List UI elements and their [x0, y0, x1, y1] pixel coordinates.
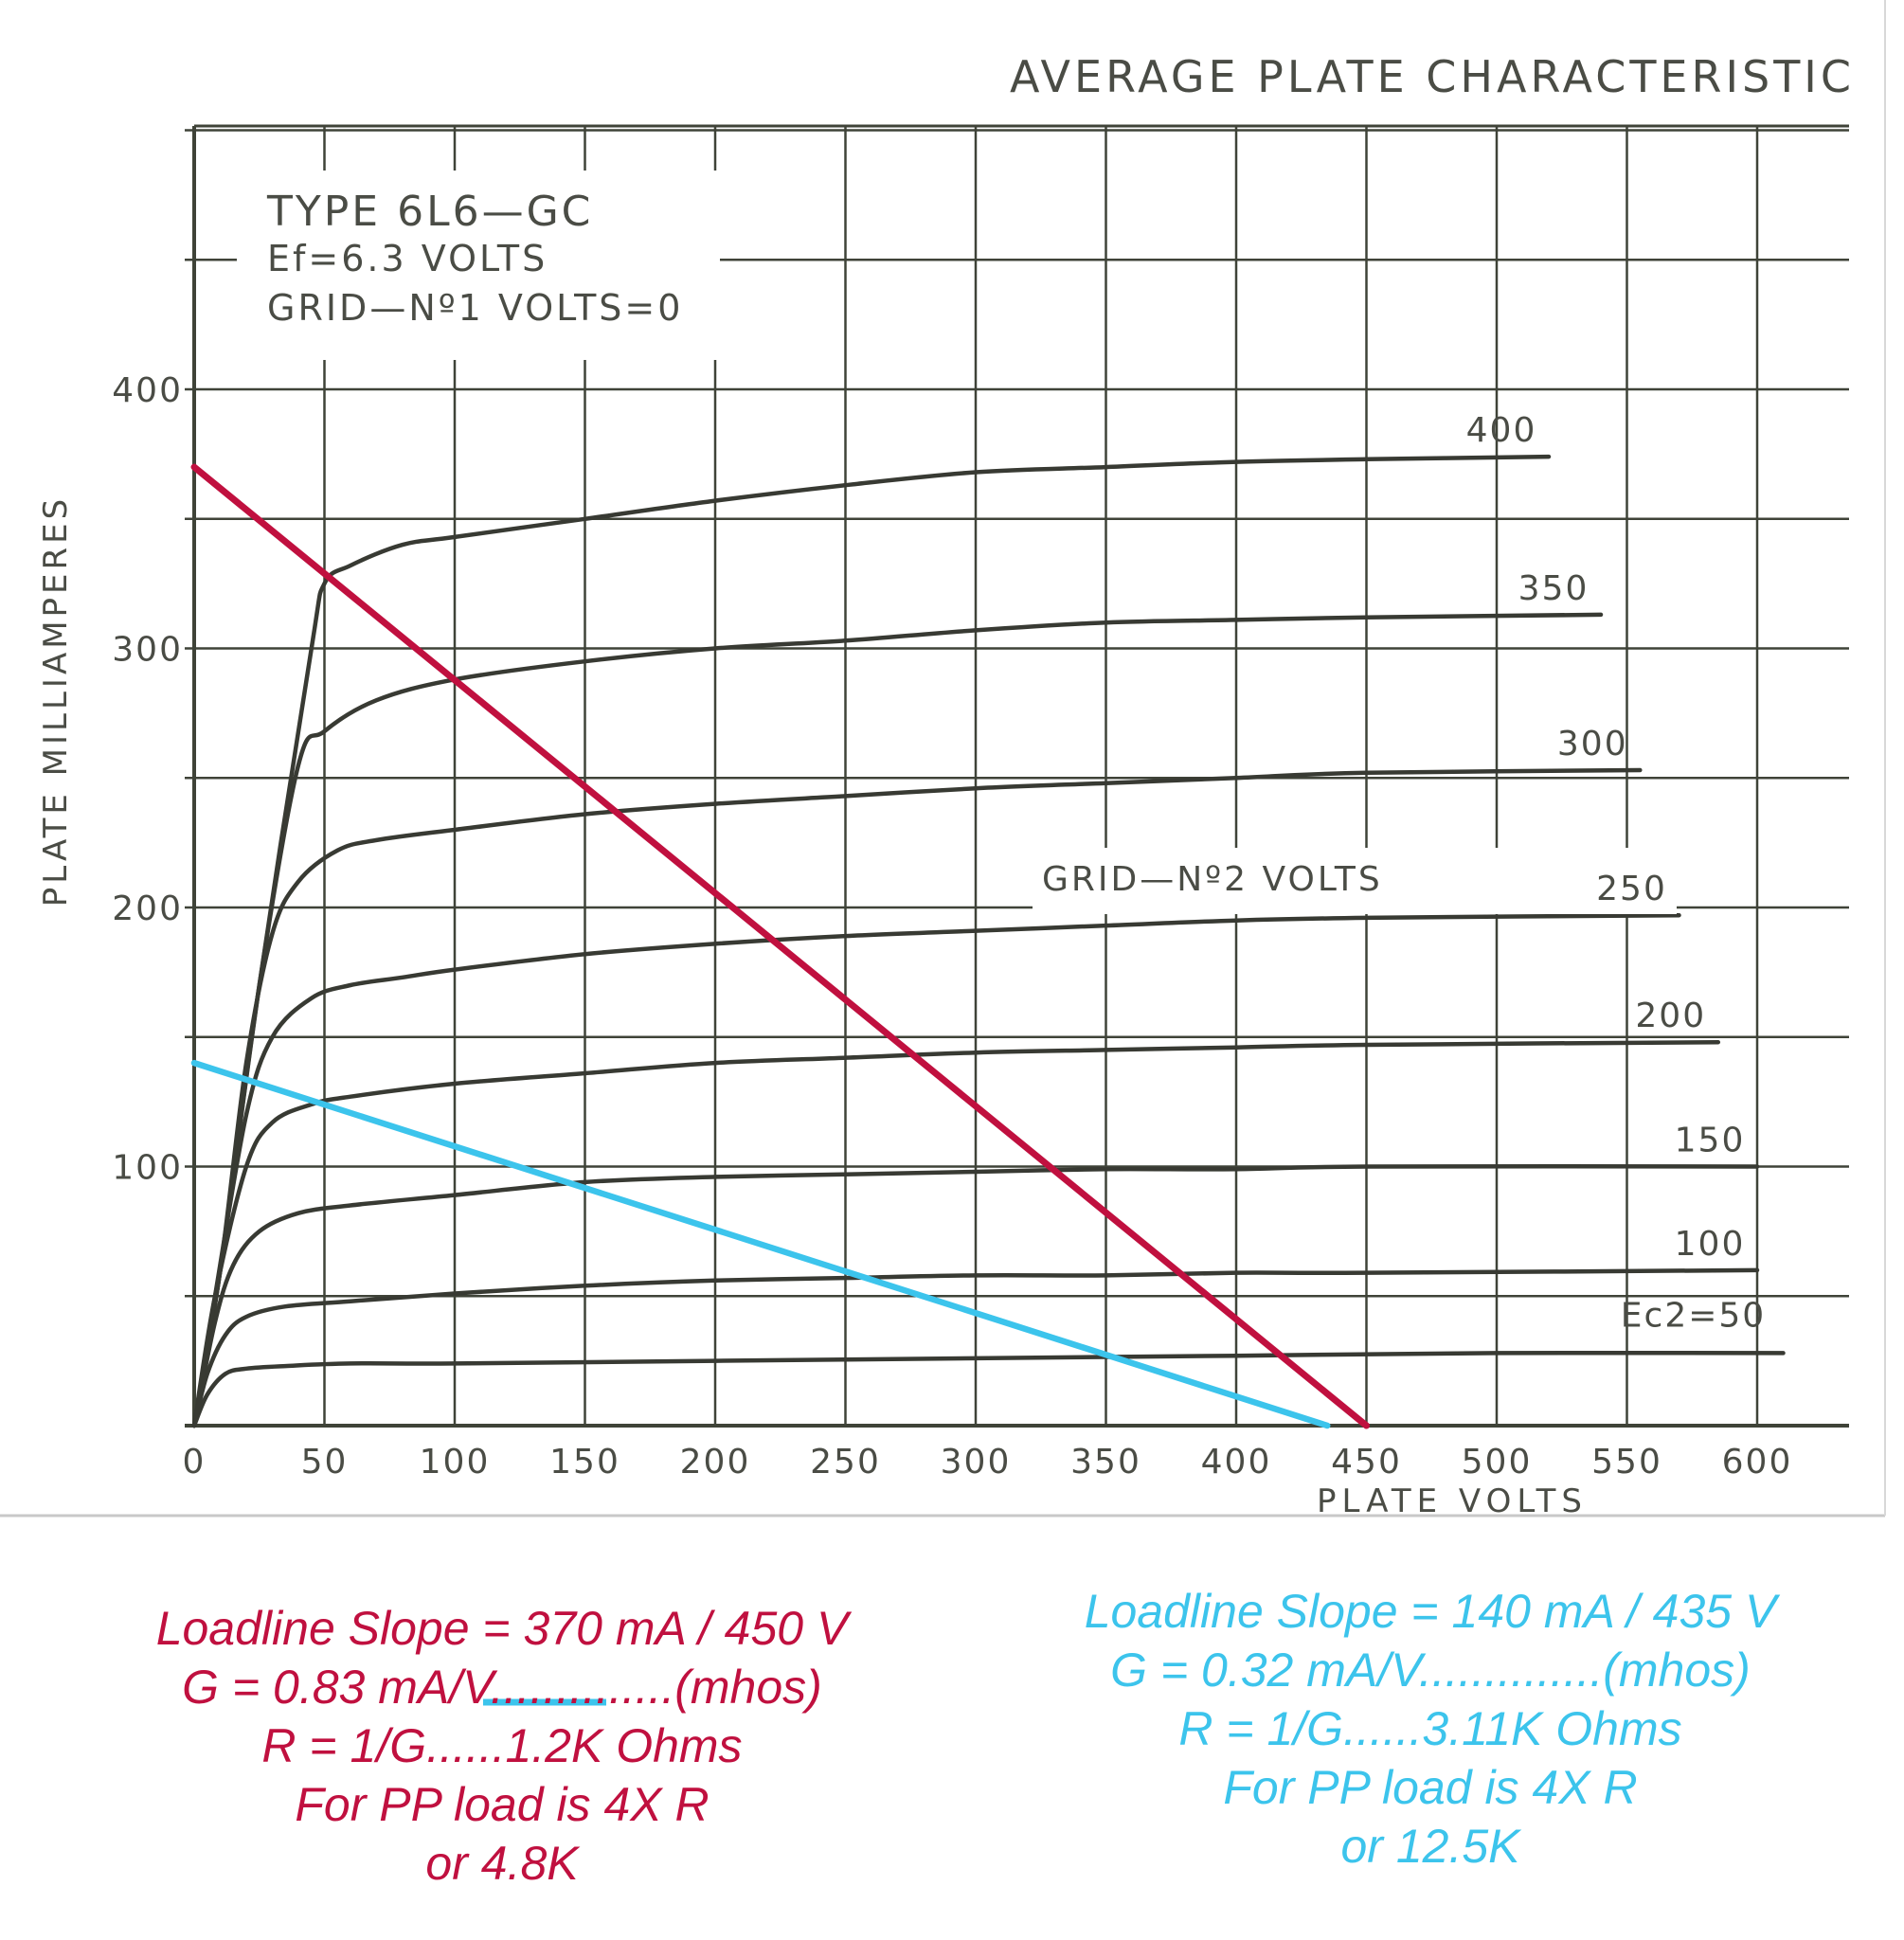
series-label-1: 350	[1518, 569, 1590, 608]
x-tick-label-450: 450	[1331, 1443, 1402, 1482]
x-tick-label-300: 300	[941, 1443, 1012, 1482]
blue-note-line-2: G = 0.32 mA/V..............(mhos)	[1110, 1644, 1751, 1697]
series-label-0: 400	[1466, 411, 1537, 450]
y-axis-label: PLATE MILLIAMPERES	[37, 495, 75, 907]
series-curve-3	[191, 912, 1681, 1428]
loadlines	[190, 463, 1370, 1429]
series-group-label: GRID—Nº2 VOLTS	[1042, 860, 1383, 899]
x-tick-label-550: 550	[1591, 1443, 1662, 1482]
y-tick-label-400: 400	[112, 371, 183, 410]
x-tick-label-350: 350	[1070, 1443, 1141, 1482]
y-tick-label-100: 100	[112, 1149, 183, 1188]
y-tick-label-200: 200	[112, 889, 183, 928]
series-curve-4	[191, 1039, 1721, 1428]
x-tick-label-0: 0	[183, 1443, 207, 1482]
series-curve-5	[191, 1164, 1760, 1428]
tick-labels: 0 50 100 150 200 250 300 350 400 450 500 550 600 100 2…	[112, 371, 1793, 1482]
series-curve-6	[191, 1267, 1760, 1428]
x-axis-label: PLATE VOLTS	[1317, 1482, 1588, 1520]
red-note-line-2: G = 0.83 mA/V..............(mhos)	[182, 1661, 822, 1714]
blue-note-line-4: For PP load is 4X R	[1223, 1761, 1638, 1814]
x-tick-label-50: 50	[301, 1443, 349, 1482]
x-tick-label-400: 400	[1201, 1443, 1272, 1482]
x-tick-label-600: 600	[1722, 1443, 1793, 1482]
info-box-filament: Ef=6.3 VOLTS	[267, 238, 548, 279]
blue-note-line-5: or 12.5K	[1340, 1820, 1520, 1873]
info-box-background	[237, 171, 720, 360]
y-tick-label-300: 300	[112, 631, 183, 670]
loadline-red	[190, 463, 1370, 1429]
series-curve-7	[191, 1350, 1786, 1428]
series-label-2: 300	[1557, 725, 1628, 763]
series-label-4: 200	[1635, 997, 1706, 1035]
x-tick-label-100: 100	[420, 1443, 491, 1482]
red-note-line-5: or 4.8K	[425, 1837, 579, 1890]
blue-note-line-3: R = 1/G......3.11K Ohms	[1178, 1702, 1682, 1755]
series-label-7: Ec2=50	[1621, 1296, 1766, 1335]
red-note-line-3: R = 1/G......1.2K Ohms	[261, 1719, 743, 1772]
blue-note-line-1: Loadline Slope = 140 mA / 435 V	[1084, 1585, 1777, 1638]
red-loadline-note: Loadline Slope = 370 mA / 450 V G = 0.83…	[57, 1599, 947, 1893]
x-tick-label-500: 500	[1462, 1443, 1533, 1482]
series-label-6: 100	[1675, 1225, 1746, 1264]
info-box-type: TYPE 6L6—GC	[266, 188, 593, 236]
series-labels: 400 350 300 250 200 150 100 Ec2=50	[1466, 411, 1766, 1335]
red-note-line-1: Loadline Slope = 370 mA / 450 V	[155, 1602, 849, 1655]
series-group-label-background	[1033, 848, 1677, 914]
x-tick-label-200: 200	[680, 1443, 751, 1482]
characteristic-curves	[191, 454, 1786, 1428]
series-label-3: 250	[1596, 870, 1667, 908]
series-curve-2	[191, 767, 1643, 1428]
x-tick-label-150: 150	[549, 1443, 620, 1482]
blue-loadline-note: Loadline Slope = 140 mA / 435 V G = 0.32…	[985, 1582, 1876, 1876]
info-box-grid1: GRID—Nº1 VOLTS=0	[267, 287, 683, 329]
series-label-5: 150	[1675, 1122, 1746, 1160]
red-note-line-4: For PP load is 4X R	[295, 1778, 710, 1831]
loadline-blue	[190, 1059, 1331, 1429]
chart-title: AVERAGE PLATE CHARACTERISTIC	[1010, 51, 1855, 102]
x-tick-label-250: 250	[810, 1443, 881, 1482]
